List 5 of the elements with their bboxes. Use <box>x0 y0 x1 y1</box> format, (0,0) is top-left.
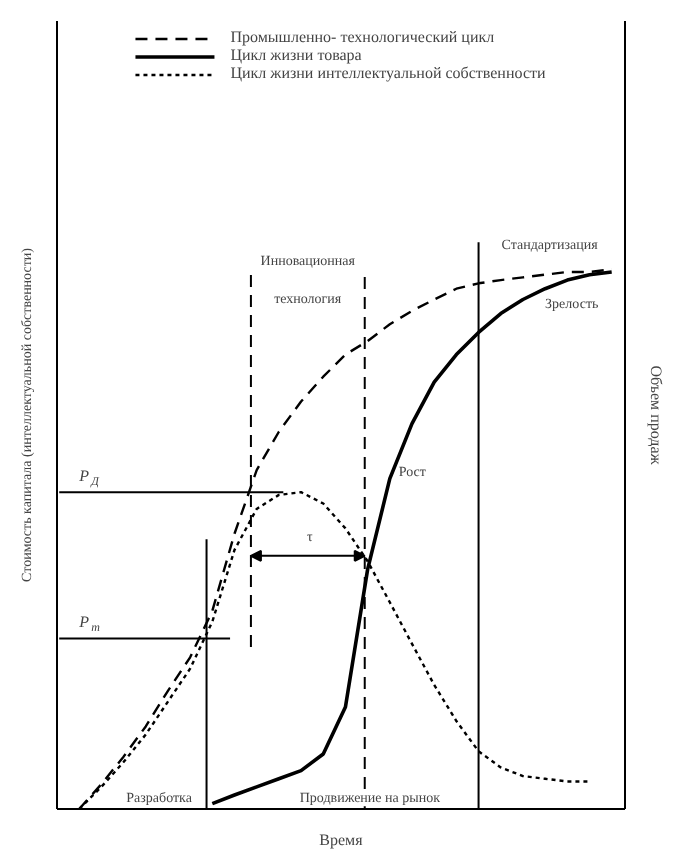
y2-axis-title: Объем продаж <box>647 365 665 466</box>
legend-label: Промышленно- технологический цикл <box>230 28 495 46</box>
x-axis-title: Время <box>319 831 364 849</box>
legend-label: Цикл жизни интеллектуальной собственности <box>230 64 546 82</box>
legend-label: Цикл жизни товара <box>230 46 362 64</box>
